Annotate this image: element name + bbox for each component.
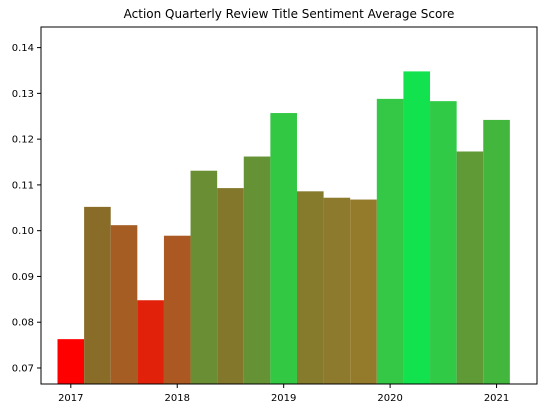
y-tick-label: 0.08	[12, 318, 34, 329]
x-axis: 2017 2018 2019 2020 2021	[58, 384, 509, 404]
bar	[376, 98, 404, 385]
x-tick-label: 2017	[58, 393, 83, 404]
bar	[57, 339, 85, 384]
bar	[350, 199, 377, 384]
y-axis: 0.07 0.08 0.09 0.10 0.11 0.12 0.13 0.14	[12, 43, 41, 374]
x-tick-label: 2021	[484, 393, 509, 404]
bar	[137, 300, 164, 384]
x-tick-label: 2019	[271, 393, 296, 404]
y-tick-label: 0.12	[12, 135, 34, 146]
x-tick-label: 2020	[377, 393, 402, 404]
bar	[296, 191, 324, 384]
bar	[430, 101, 457, 385]
bar	[110, 225, 138, 384]
bar	[483, 119, 510, 384]
bar	[403, 71, 431, 385]
bar	[243, 156, 271, 384]
y-tick-label: 0.09	[12, 272, 34, 283]
bar	[456, 151, 484, 384]
bars-layer	[57, 71, 510, 385]
bar	[270, 113, 297, 385]
chart-title: Action Quarterly Review Title Sentiment …	[124, 7, 455, 21]
x-tick-label: 2018	[165, 393, 190, 404]
y-tick-label: 0.07	[12, 363, 34, 374]
y-tick-label: 0.14	[12, 43, 34, 54]
y-tick-label: 0.13	[12, 89, 34, 100]
bar	[323, 197, 351, 384]
plot-frame	[40, 26, 538, 385]
y-tick-label: 0.10	[12, 226, 34, 237]
bar	[163, 235, 191, 384]
bar	[190, 170, 218, 384]
y-tick-label: 0.11	[12, 180, 34, 191]
bar	[217, 188, 244, 384]
bar	[84, 206, 111, 384]
